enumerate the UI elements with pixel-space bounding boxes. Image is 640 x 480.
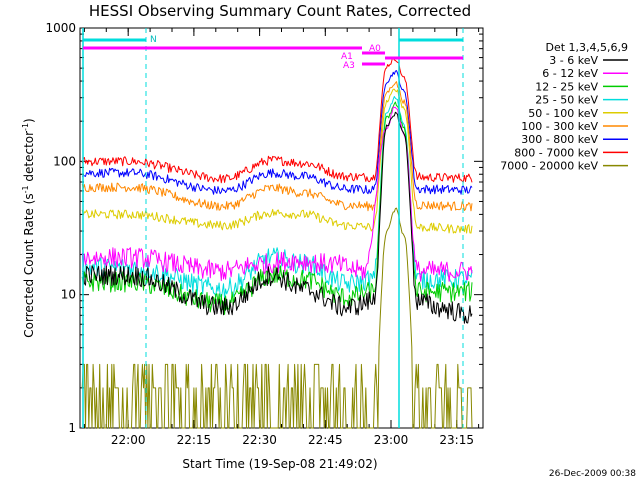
legend-label: 7000 - 20000 keV	[500, 160, 598, 173]
series-7000-20000-kev	[81, 207, 473, 429]
x-tick-label: 23:00	[374, 433, 409, 447]
legend-label: 12 - 25 keV	[535, 80, 598, 93]
flare-label-a1: A1	[341, 52, 353, 62]
chart-title: HESSI Observing Summary Count Rates, Cor…	[89, 2, 471, 20]
legend-label: 800 - 7000 keV	[514, 146, 598, 159]
x-tick-label: 22:30	[242, 433, 277, 447]
y-tick-label: 1000	[45, 21, 76, 35]
legend-label: 100 - 300 keV	[521, 120, 598, 133]
x-tick-label: 23:15	[439, 433, 474, 447]
series-3-6-kev	[81, 111, 473, 324]
observation-markers: N A0 A1 A3	[82, 28, 464, 428]
legend-label: 6 - 12 keV	[542, 67, 598, 80]
series-50-100-kev	[81, 88, 473, 234]
x-axis-label: Start Time (19-Sep-08 21:49:02)	[182, 457, 377, 471]
y-tick-label: 100	[53, 154, 76, 168]
series-group	[81, 57, 473, 429]
x-tick-label: 22:15	[177, 433, 212, 447]
legend-label: 50 - 100 keV	[528, 107, 598, 120]
render-timestamp: 26-Dec-2009 00:38	[549, 469, 636, 479]
y-axis-label: Corrected Count Rate (s-1 detector-1)	[21, 118, 36, 337]
night-label: N	[150, 35, 157, 45]
x-tick-label: 22:45	[308, 433, 343, 447]
x-axis: 22:00 22:15 22:30 22:45 23:00 23:15	[83, 28, 480, 447]
legend-header: Det 1,3,4,5,6,9	[545, 41, 628, 54]
series-300-800-kev	[81, 70, 473, 195]
x-tick-label: 22:00	[111, 433, 146, 447]
series-800-7000-kev	[81, 57, 473, 184]
flare-label-a3: A3	[343, 61, 355, 71]
y-tick-label: 10	[61, 288, 76, 302]
legend-label: 25 - 50 keV	[535, 94, 598, 107]
series-100-300-kev	[81, 81, 473, 212]
flare-label-a0: A0	[369, 44, 381, 54]
legend-label: 3 - 6 keV	[549, 54, 598, 67]
legend-label: 300 - 800 keV	[521, 133, 598, 146]
y-tick-label: 1	[68, 421, 76, 435]
